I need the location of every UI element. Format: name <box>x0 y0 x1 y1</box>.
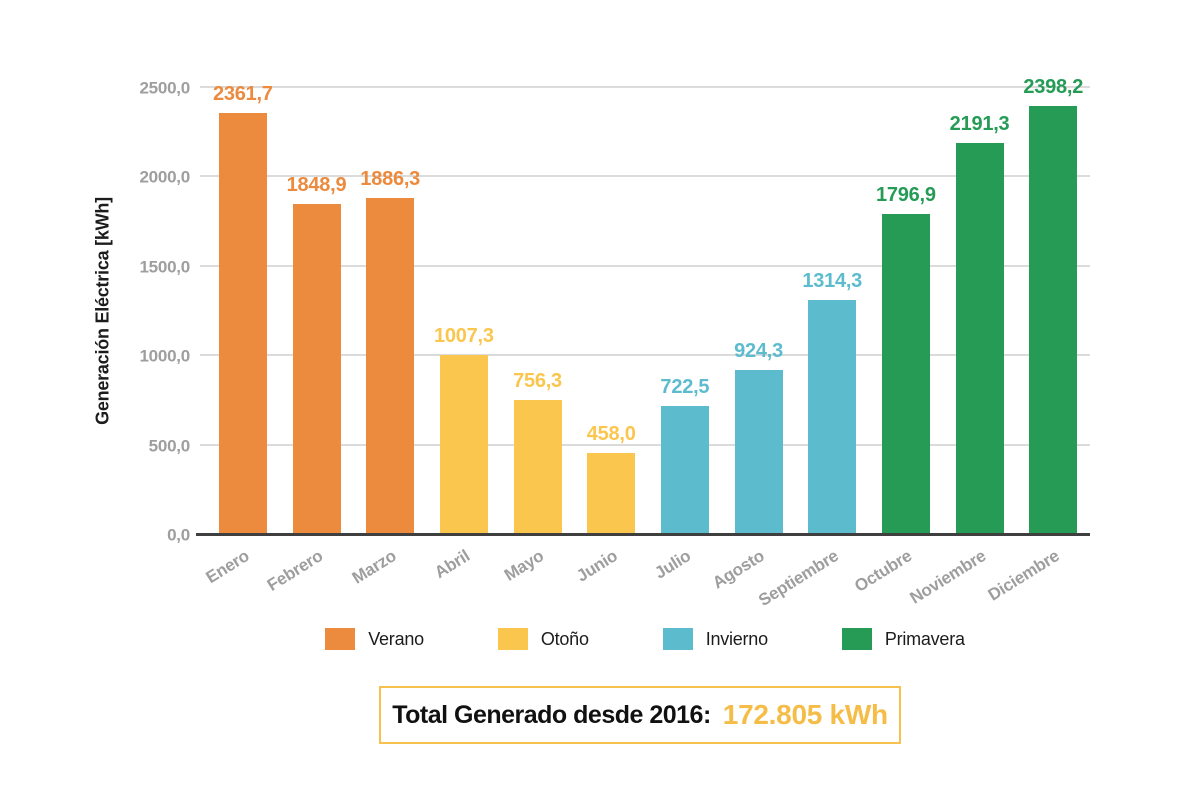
x-tick-label: Febrero <box>263 546 327 595</box>
legend-swatch <box>497 628 528 650</box>
bar-column: 458,0 Junio <box>573 88 648 586</box>
bar-column: 2191,3 Noviembre <box>906 88 1017 607</box>
bar-column: 1886,3 Marzo <box>349 88 427 588</box>
bar-diciembre <box>1029 106 1078 535</box>
bar-abril <box>439 354 488 535</box>
bar-value-label: 756,3 <box>513 369 562 392</box>
x-tick-label: Enero <box>202 546 253 588</box>
legend-item-invierno: Invierno <box>662 628 768 650</box>
bar-value-label: 722,5 <box>660 375 710 398</box>
bar-column: 1314,3 Septiembre <box>755 88 869 610</box>
bar-value-label: 1314,3 <box>802 270 863 293</box>
bar-marzo <box>366 197 415 535</box>
bar-enero <box>218 112 267 535</box>
y-tick-label: 2500,0 <box>139 78 190 98</box>
y-tick-label: 0,0 <box>167 525 190 545</box>
y-tick-label: 500,0 <box>148 436 191 456</box>
bar-octubre <box>881 213 930 535</box>
bar-value-label: 924,3 <box>734 339 783 362</box>
y-tick-label: 1500,0 <box>139 257 190 277</box>
bar-septiembre <box>808 300 857 535</box>
legend: Verano Otoño Invierno Primavera <box>200 628 1090 650</box>
total-value: 172.805 kWh <box>722 699 888 730</box>
bar-febrero <box>292 204 341 535</box>
bar-column: 924,3 Agosto <box>710 88 796 593</box>
bar-value-label: 1796,9 <box>876 183 936 206</box>
x-axis-line <box>196 533 1090 536</box>
y-tick-label: 1000,0 <box>139 346 190 366</box>
x-tick-label: Octubre <box>851 546 916 596</box>
bar-agosto <box>734 369 783 535</box>
legend-swatch <box>325 628 356 650</box>
x-tick-label: Junio <box>573 546 621 586</box>
total-label: Total Generado desde 2016: <box>392 700 711 729</box>
bars-row: 2361,7 Enero 1848,9 Febrero 1886,3 Marzo 1007,… <box>200 77 1090 610</box>
legend-label: Primavera <box>884 628 965 649</box>
bar-column: 722,5 Julio <box>648 88 722 583</box>
plot-area: 0,0 500,0 1000,0 1500,0 2000,0 2500,0 2361,7 E… <box>139 77 1090 610</box>
legend-label: Invierno <box>705 628 768 649</box>
bar-column: 2398,2 Diciembre <box>985 77 1090 604</box>
bar-value-label: 1848,9 <box>286 174 347 197</box>
bar-column: 2361,7 Enero <box>202 84 280 587</box>
total-box: Total Generado desde 2016: 172.805 kWh <box>379 686 901 744</box>
x-tick-label: Noviembre <box>906 546 990 608</box>
y-axis-title: Generación Eléctrica [kWh] <box>92 197 113 425</box>
gridline <box>200 86 1090 88</box>
bar-column: 1796,9 Octubre <box>852 88 943 596</box>
bar-mayo <box>513 399 562 535</box>
x-tick-label: Abril <box>431 546 474 583</box>
legend-label: Otoño <box>540 628 589 649</box>
y-tick-label: 2000,0 <box>139 167 190 187</box>
bar-value-label: 1007,3 <box>433 324 494 347</box>
x-tick-label: Diciembre <box>984 546 1063 605</box>
x-tick-label: Mayo <box>500 546 548 585</box>
x-tick-label: Agosto <box>709 546 769 593</box>
bar-julio <box>660 405 709 535</box>
legend-item-primavera: Primavera <box>841 628 965 650</box>
bar-noviembre <box>955 143 1004 535</box>
gridline <box>200 175 1090 178</box>
x-tick-label: Septiembre <box>755 546 842 611</box>
bar-junio <box>587 453 636 535</box>
bar-value-label: 2191,3 <box>949 113 1010 136</box>
gridline <box>200 443 1090 446</box>
bar-column: 1007,3 Abril <box>427 88 501 582</box>
bar-value-label: 458,0 <box>586 423 636 446</box>
legend-item-otoño: Otoño <box>497 628 589 650</box>
bar-value-label: 2398,2 <box>1023 76 1084 99</box>
bar-value-label: 1886,3 <box>360 167 421 190</box>
legend-label: Verano <box>368 628 424 649</box>
x-tick-label: Marzo <box>349 546 400 588</box>
legend-swatch <box>662 628 693 650</box>
legend-swatch <box>841 628 872 650</box>
bar-value-label: 2361,7 <box>212 82 273 105</box>
bar-column: 1848,9 Febrero <box>264 88 354 594</box>
bar-column: 756,3 Mayo <box>501 88 575 585</box>
gridline <box>200 354 1090 357</box>
gridline <box>200 264 1090 267</box>
legend-item-verano: Verano <box>325 628 424 650</box>
x-tick-label: Julio <box>651 546 695 583</box>
